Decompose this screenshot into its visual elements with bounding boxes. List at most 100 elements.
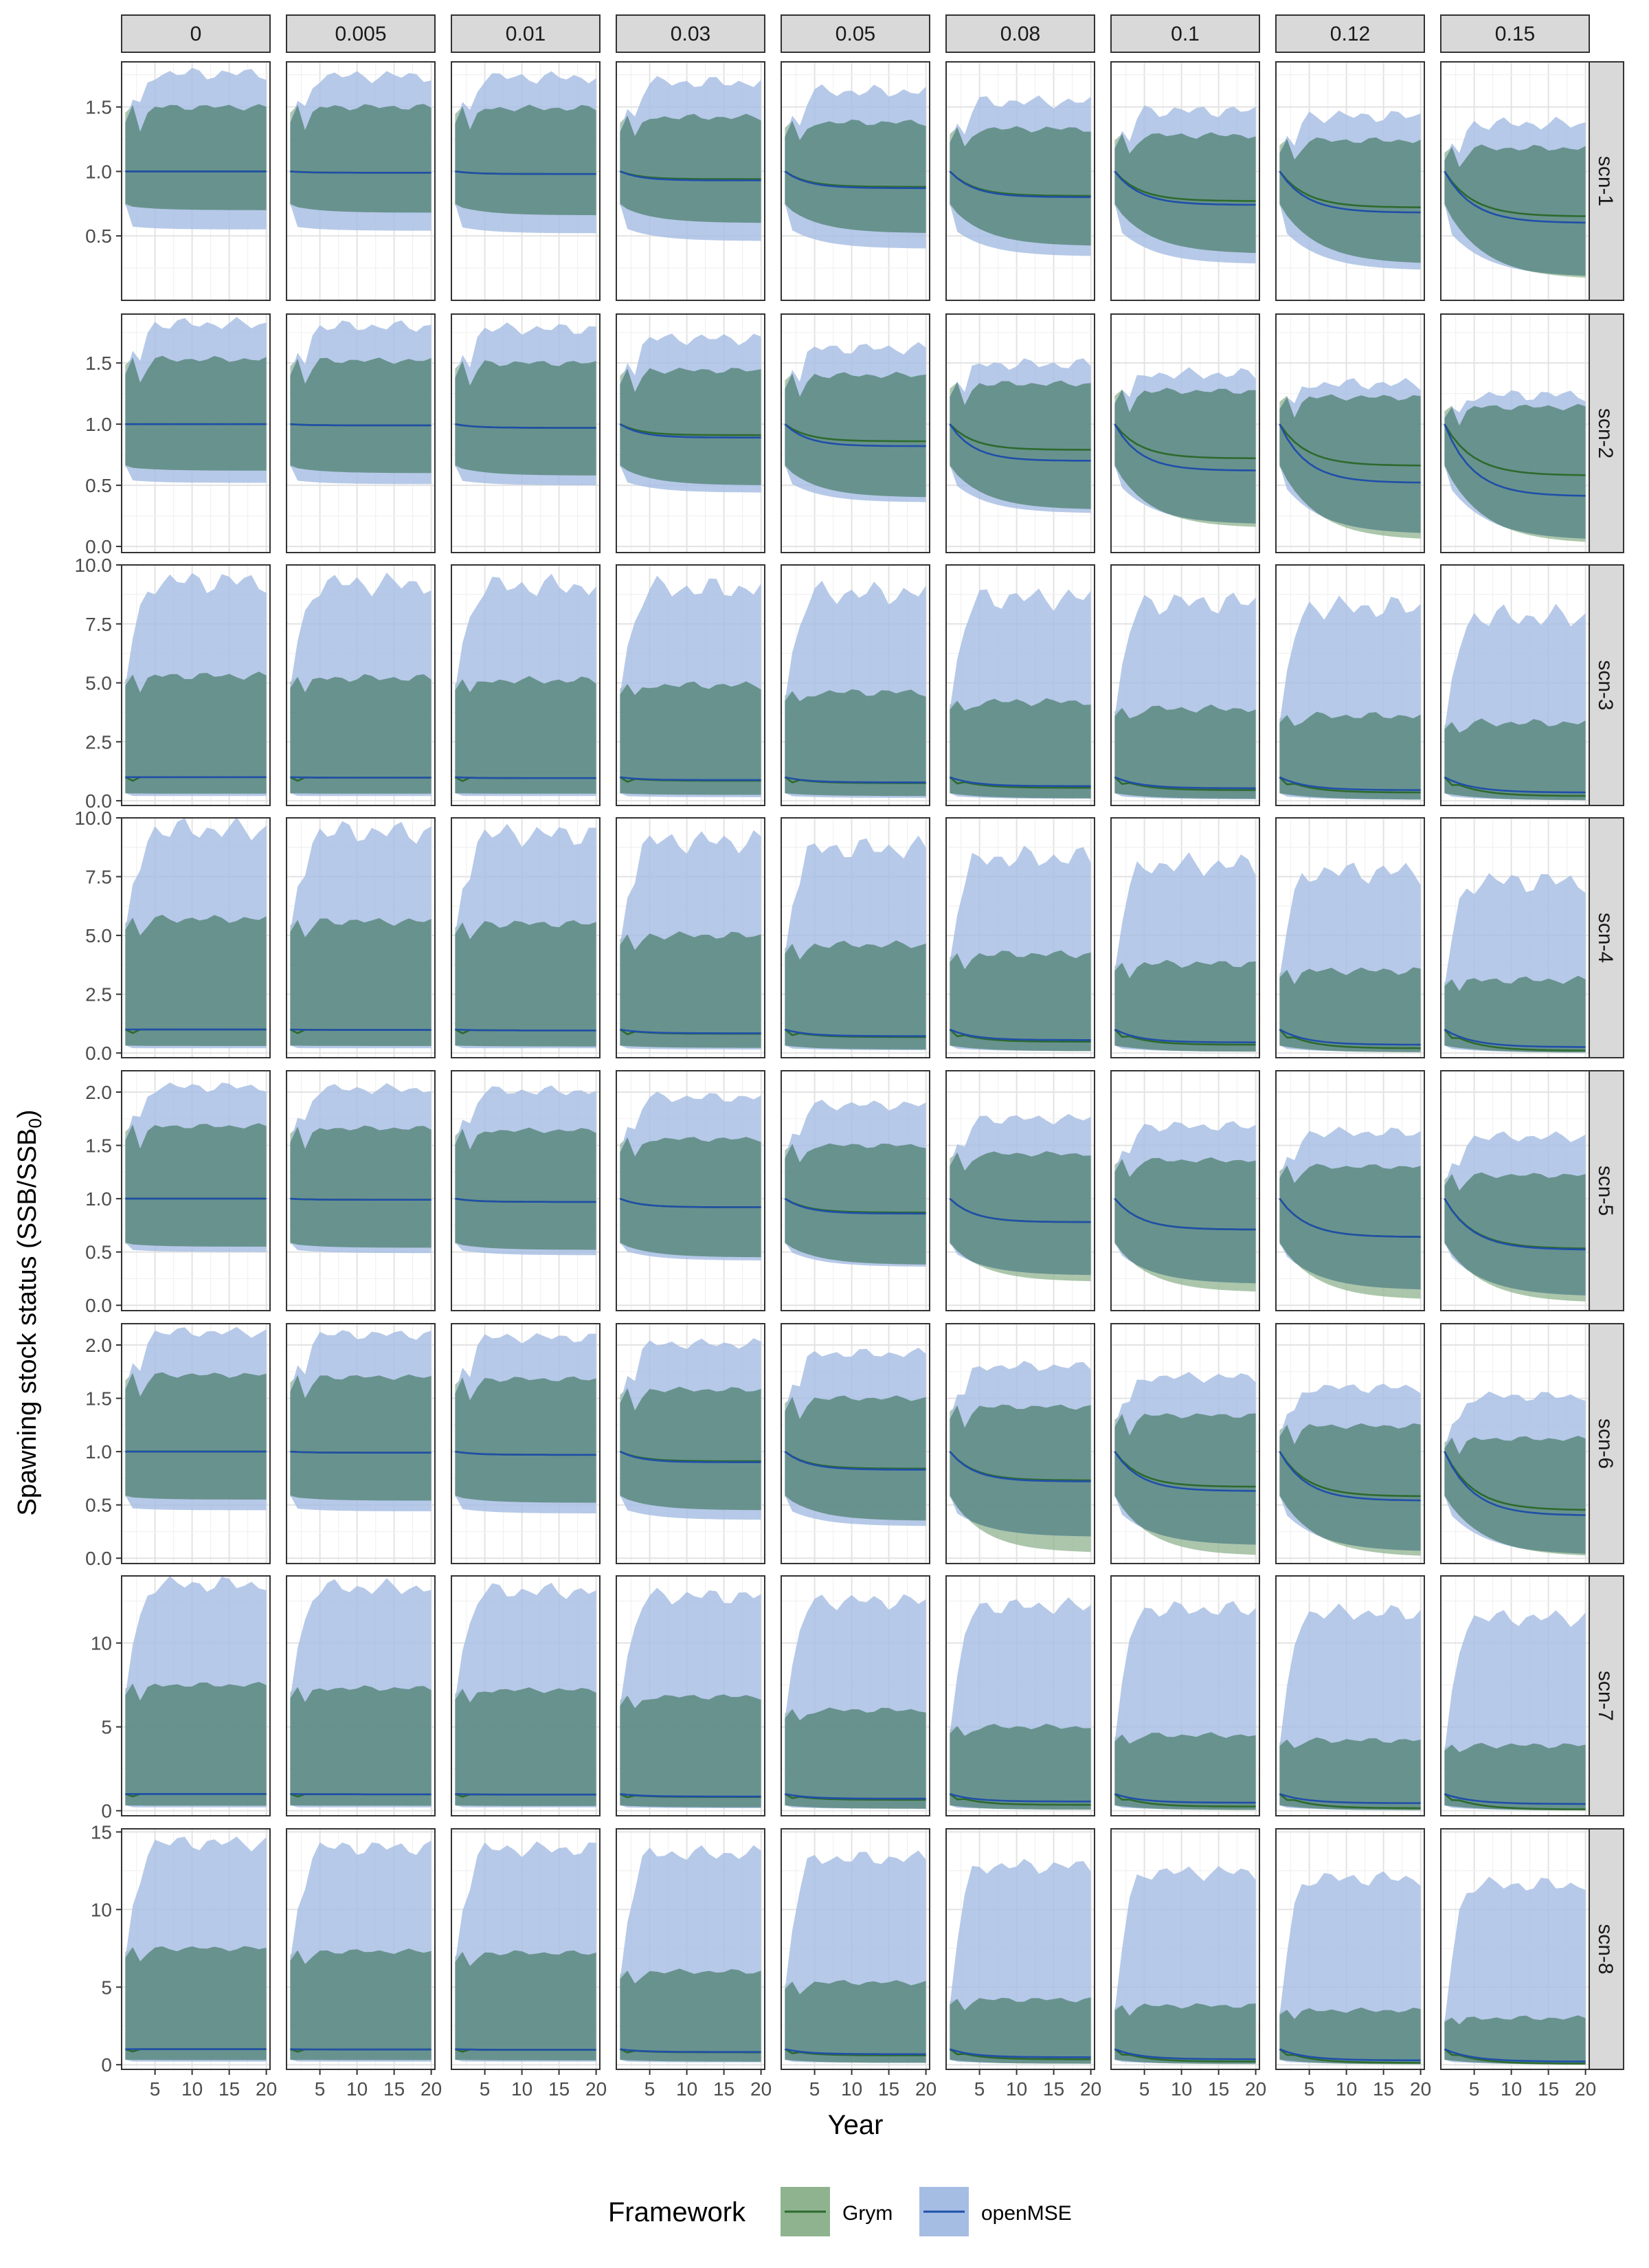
ribbon-overlap — [620, 931, 761, 1048]
panel-border — [781, 817, 930, 1058]
median-line-grym — [1444, 2048, 1586, 2065]
ribbon-overlap — [950, 1724, 1091, 1810]
ribbon-overlap — [785, 1395, 926, 1521]
ribbon-overlap — [1114, 2003, 1256, 2064]
y-tick-label: 0.0 — [85, 1548, 112, 1569]
ribbon-overlap — [620, 681, 761, 795]
facet-panel — [451, 61, 601, 301]
x-tick-label: 5 — [644, 2078, 655, 2100]
x-tick-label: 15 — [383, 2078, 405, 2100]
x-tick-label: 15 — [1538, 2078, 1559, 2100]
ribbon-overlap — [125, 355, 267, 471]
panel-border — [286, 1575, 436, 1816]
ribbon-overlap — [785, 1707, 926, 1809]
y-tick-label: 0.5 — [85, 475, 112, 496]
x-tick-label: 10 — [1501, 2078, 1522, 2100]
median-line-grym — [1114, 170, 1256, 202]
x-tick-label: 10 — [1006, 2078, 1027, 2100]
x-tick-label: 20 — [1245, 2078, 1266, 2100]
facet-panel — [781, 817, 930, 1058]
panel-data — [1114, 367, 1256, 527]
median-line-grym — [1114, 1793, 1256, 1808]
panel-border — [1110, 1575, 1260, 1816]
panel-data — [455, 1085, 596, 1256]
column-strip: 0.15 — [1440, 14, 1590, 53]
panel-data — [1279, 863, 1421, 1053]
median-line-openmse — [784, 1451, 926, 1471]
facet-panel — [781, 1575, 930, 1816]
panel-border — [121, 1828, 271, 2070]
panel-border — [1110, 1828, 1260, 2070]
panel-border — [1440, 1070, 1590, 1311]
panel-data — [1444, 390, 1586, 542]
median-line-openmse — [1114, 2048, 1256, 2060]
legend-title: Framework — [608, 2197, 746, 2227]
ribbon-overlap — [1279, 967, 1421, 1052]
panel-data — [125, 1082, 267, 1252]
median-line-openmse — [619, 1197, 761, 1208]
y-tick-label: 0.5 — [85, 1242, 112, 1263]
x-tick-label: 15 — [1373, 2078, 1394, 2100]
panel-border — [1110, 61, 1260, 301]
ribbon-overlap — [290, 674, 431, 794]
median-line-openmse — [290, 776, 431, 779]
panel-data — [949, 588, 1091, 799]
ribbon-overlap — [785, 372, 926, 498]
facet-panel — [451, 1323, 601, 1564]
ribbon-overlap — [1114, 1732, 1256, 1810]
median-line-openmse — [1444, 1793, 1586, 1805]
median-line-grym — [619, 423, 761, 436]
legend-item-openmse: openMSE — [919, 2187, 1072, 2236]
panel-border — [1275, 1323, 1425, 1564]
facet-panel — [781, 61, 930, 301]
median-line-openmse — [290, 1197, 431, 1201]
facet-panel — [1110, 313, 1260, 553]
legend-label: openMSE — [981, 2202, 1072, 2225]
median-line-openmse — [1114, 423, 1256, 471]
median-line-openmse — [785, 1793, 926, 1800]
ribbon-overlap — [620, 113, 761, 223]
panel-data — [1114, 1601, 1256, 1810]
median-line-openmse — [290, 423, 431, 427]
panel-border — [945, 817, 1095, 1058]
panel-border — [1110, 1323, 1260, 1564]
y-tick-label: 2.0 — [85, 1335, 112, 1356]
median-line-openmse — [949, 776, 1091, 788]
row-strip-bg — [1589, 1070, 1624, 1311]
ribbon-overlap — [455, 920, 596, 1047]
median-line-openmse — [290, 170, 431, 174]
panel-border — [1110, 564, 1260, 806]
x-tick-label: 20 — [1410, 2078, 1431, 2100]
panel-data — [1279, 110, 1421, 270]
row-strip-bg — [1589, 1323, 1624, 1564]
median-line-grym — [1444, 1029, 1586, 1052]
panel-data — [1279, 1871, 1421, 2065]
column-strip-label: 0.12 — [1330, 23, 1370, 45]
panel-data — [125, 1836, 267, 2062]
ribbon-overlap — [125, 671, 267, 794]
row-strip: scn-1 — [1589, 61, 1624, 301]
median-line-grym — [949, 423, 1091, 451]
y-tick-label: 2.5 — [85, 984, 112, 1005]
panel-data — [124, 818, 267, 1049]
median-line-openmse — [290, 2048, 431, 2051]
median-line-openmse — [620, 1793, 761, 1798]
x-tick-label: 10 — [1171, 2078, 1192, 2100]
row-strip: scn-6 — [1589, 1323, 1624, 1564]
panel-border — [451, 564, 601, 806]
facet-panel — [1275, 1070, 1425, 1311]
panel-border — [286, 817, 436, 1058]
median-line-grym — [949, 1028, 1091, 1043]
panel-border — [781, 313, 930, 553]
ribbon-overlap — [1279, 2008, 1421, 2065]
ribbon-overlap — [455, 1687, 596, 1806]
median-line-openmse — [455, 170, 596, 175]
panel-border — [945, 1575, 1095, 1816]
panel-border — [945, 564, 1095, 806]
facet-panel — [286, 61, 436, 301]
median-line-grym — [1279, 1451, 1421, 1498]
panel-data — [1114, 1372, 1256, 1555]
ribbon-overlap — [1279, 711, 1421, 800]
panel-border — [616, 1575, 765, 1816]
